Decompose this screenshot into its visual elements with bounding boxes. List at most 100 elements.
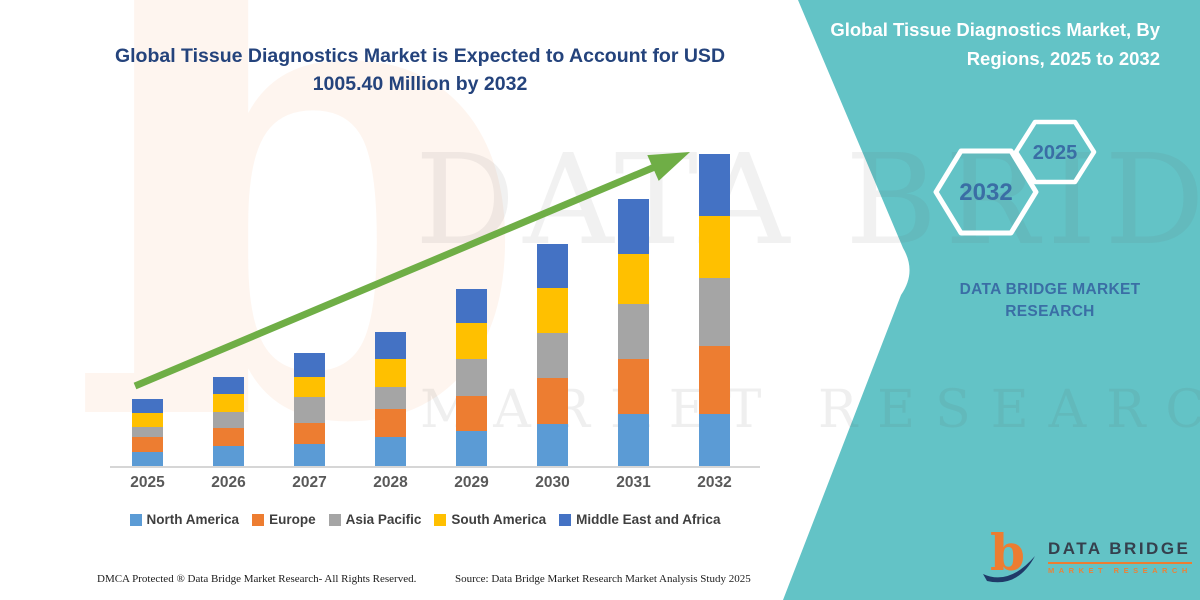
legend-marker <box>559 513 572 526</box>
side-panel-title-line1: Global Tissue Diagnostics Market, By <box>830 19 1160 40</box>
x-label-2032: 2032 <box>697 474 732 491</box>
bar-segment <box>537 244 568 289</box>
x-label-2031: 2031 <box>616 474 651 491</box>
bar-segment <box>618 413 649 466</box>
chart-title-line1: Global Tissue Diagnostics Market is Expe… <box>114 45 726 67</box>
legend-label: Europe <box>269 512 316 527</box>
bar-segment <box>132 437 163 452</box>
bar-segment <box>213 394 244 413</box>
bar-segment <box>699 153 730 216</box>
x-label-2029: 2029 <box>454 474 489 491</box>
stacked-bar-2032 <box>699 153 730 466</box>
bar-column-2027 <box>269 140 350 466</box>
bar-segment <box>294 376 325 397</box>
databridge-logo-mark: b <box>980 523 1038 586</box>
bar-segment <box>699 277 730 346</box>
databridge-logo: b DATA BRIDGE MARKET RESEARCH <box>980 523 1192 586</box>
bar-segment <box>294 353 325 377</box>
bar-column-2025 <box>107 140 188 466</box>
hexagon-2032-label: 2032 <box>959 179 1012 206</box>
year-hexagons: 2032 2025 <box>933 119 1097 236</box>
bar-column-2031 <box>593 140 674 466</box>
bar-segment <box>213 446 244 466</box>
logo-text-block: DATA BRIDGE MARKET RESEARCH <box>1048 539 1192 575</box>
bar-column-2026 <box>188 140 269 466</box>
footer-dmca-text: DMCA Protected ® Data Bridge Market Rese… <box>97 573 417 585</box>
bar-segment <box>537 378 568 425</box>
x-label-2028: 2028 <box>373 474 408 491</box>
bar-segment <box>618 253 649 304</box>
logo-name: DATA BRIDGE <box>1048 539 1191 559</box>
bar-segment <box>294 444 325 466</box>
bar-segment <box>375 437 406 466</box>
bar-segment <box>456 322 487 359</box>
brand-text-line2: RESEARCH <box>1005 302 1095 320</box>
legend-label: Middle East and Africa <box>576 512 721 527</box>
stacked-bar-2031 <box>618 198 649 466</box>
side-panel-title-line2: Regions, 2025 to 2032 <box>966 47 1160 69</box>
logo-b-icon: b <box>983 523 1035 583</box>
bar-segment <box>132 413 163 428</box>
bar-segment <box>375 409 406 438</box>
bar-segment <box>132 399 163 414</box>
bar-segment <box>213 376 244 395</box>
hexagon-2025 <box>1013 119 1097 185</box>
stacked-bar-2030 <box>537 244 568 466</box>
legend-marker <box>252 513 265 526</box>
bar-column-2032 <box>674 140 755 466</box>
stacked-bar-2026 <box>213 376 244 466</box>
legend-label: South America <box>451 512 547 527</box>
bar-segment <box>294 396 325 423</box>
bar-segment <box>618 358 649 414</box>
bar-segment <box>537 333 568 379</box>
bar-segment <box>294 422 325 444</box>
bar-column-2029 <box>431 140 512 466</box>
legend-label: Asia Pacific <box>345 512 422 527</box>
bar-segment <box>456 358 487 396</box>
legend-item: Asia Pacific <box>328 512 422 527</box>
chart-title-line2: 1005.40 Million by 2032 <box>312 73 528 96</box>
bar-segment <box>618 198 649 254</box>
bar-segment <box>456 395 487 431</box>
bar-segment <box>456 288 487 323</box>
stacked-bar-2025 <box>132 399 163 466</box>
legend-marker <box>434 513 447 526</box>
bar-segment <box>375 387 406 410</box>
x-label-2025: 2025 <box>130 474 165 491</box>
bar-segment <box>699 413 730 466</box>
bar-segment <box>213 428 244 447</box>
bar-segment <box>699 215 730 278</box>
hexagon-2025-label: 2025 <box>1033 142 1078 164</box>
x-axis-line <box>110 466 760 468</box>
x-label-2030: 2030 <box>535 474 570 491</box>
stacked-bar-2028 <box>375 332 406 466</box>
x-label-2027: 2027 <box>292 474 327 491</box>
stacked-bar-2029 <box>456 288 487 466</box>
logo-subtitle: MARKET RESEARCH <box>1048 565 1192 575</box>
bar-column-2028 <box>350 140 431 466</box>
bar-segment <box>375 359 406 388</box>
legend: North America Europe Asia Pacific South Ame… <box>95 512 755 527</box>
legend-item: Middle East and Africa <box>559 512 720 527</box>
chart-title: Global Tissue Diagnostics Market is Expe… <box>95 42 745 99</box>
bar-segment <box>618 303 649 359</box>
legend-item: North America <box>129 512 240 527</box>
legend-label: North America <box>146 512 240 527</box>
bar-segment <box>213 412 244 429</box>
bar-segment <box>375 332 406 360</box>
legend-item: South America <box>434 512 546 527</box>
bar-segment <box>456 430 487 466</box>
legend-marker <box>129 513 142 526</box>
bar-segment <box>537 288 568 334</box>
x-axis-labels: 2025 2026 2027 2028 2029 2030 2031 2032 <box>107 474 755 492</box>
side-panel-brand-text: DATA BRIDGE MARKET RESEARCH <box>935 279 1165 322</box>
logo-divider <box>1048 562 1192 564</box>
stacked-bar-2027 <box>294 353 325 466</box>
hexagon-2032 <box>933 148 1039 236</box>
x-label-2026: 2026 <box>211 474 246 491</box>
bar-segment <box>699 345 730 414</box>
legend-marker <box>328 513 341 526</box>
footer-source-text: Source: Data Bridge Market Research Mark… <box>455 573 751 585</box>
